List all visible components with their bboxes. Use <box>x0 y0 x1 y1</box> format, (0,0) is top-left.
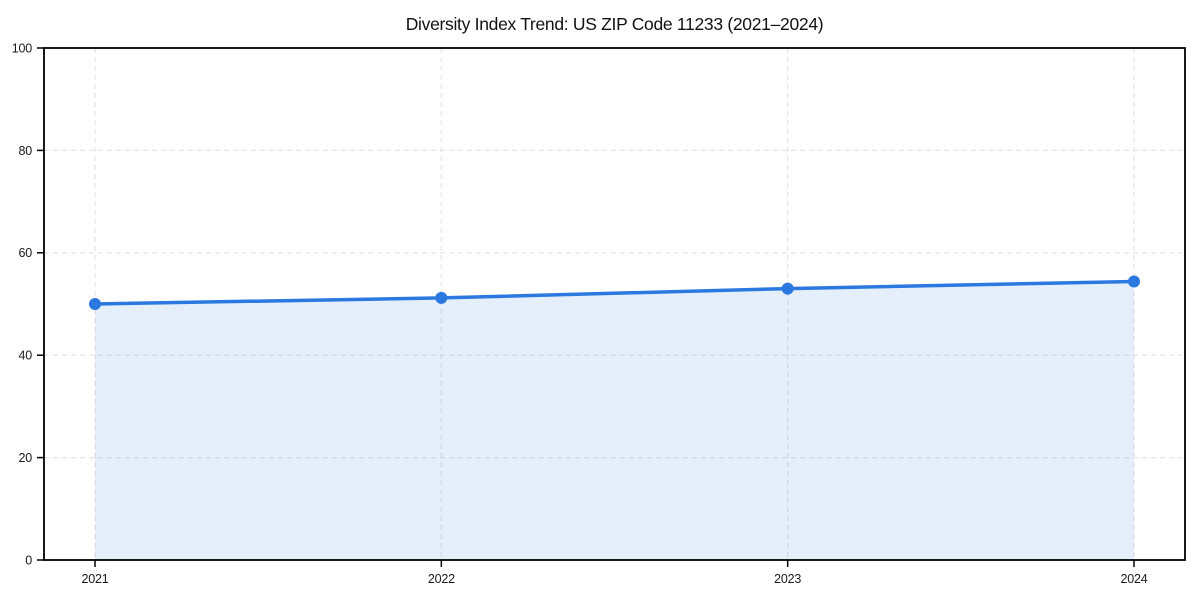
frame-layer <box>37 47 1186 567</box>
x-tick-label: 2024 <box>1120 572 1147 586</box>
label-layer: 0 20 40 60 80 100 2021 2022 2023 2024 <box>12 41 1148 586</box>
y-tick-label: 100 <box>12 41 33 55</box>
chart-title: Diversity Index Trend: US ZIP Code 11233… <box>406 14 824 34</box>
data-point-2022 <box>435 291 448 304</box>
x-tick-label: 2021 <box>81 572 108 586</box>
y-tick-label: 60 <box>18 246 32 260</box>
trend-line <box>93 279 1136 306</box>
y-tick-label: 40 <box>18 349 32 363</box>
data-point-2023 <box>781 282 794 295</box>
y-tick-label: 20 <box>18 451 32 465</box>
x-tick-label: 2023 <box>774 572 801 586</box>
series-layer <box>89 275 1140 560</box>
area-fill <box>95 281 1134 560</box>
data-point-2021 <box>89 298 101 310</box>
x-tick-label: 2022 <box>428 572 455 586</box>
data-point-2024 <box>1128 275 1140 288</box>
y-tick-label: 80 <box>18 144 32 158</box>
y-tick-label: 0 <box>25 553 32 567</box>
plot-border <box>43 47 1186 561</box>
